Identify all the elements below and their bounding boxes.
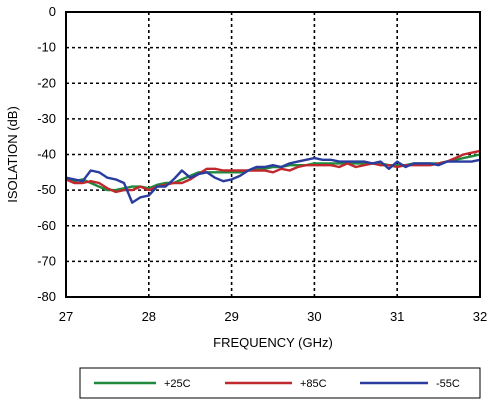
y-tick-label: -50 bbox=[37, 182, 56, 197]
x-tick-label: 32 bbox=[473, 309, 487, 324]
y-tick-label: 0 bbox=[49, 4, 56, 19]
y-tick-label: -70 bbox=[37, 253, 56, 268]
series-line-3 bbox=[65, 156, 481, 204]
y-tick-label: -40 bbox=[37, 147, 56, 162]
x-tick-label: 30 bbox=[307, 309, 321, 324]
x-tick-label: 31 bbox=[390, 309, 404, 324]
legend-label: +85C bbox=[300, 378, 327, 390]
x-tick-label: 27 bbox=[59, 309, 73, 324]
x-tick-label: 28 bbox=[142, 309, 156, 324]
y-axis-label: ISOLATION (dB) bbox=[5, 106, 20, 203]
grid-lines bbox=[66, 12, 480, 297]
y-tick-label: -60 bbox=[37, 218, 56, 233]
legend-label: +25C bbox=[164, 378, 191, 390]
y-tick-label: -20 bbox=[37, 75, 56, 90]
y-tick-label: -80 bbox=[37, 289, 56, 304]
x-tick-label: 29 bbox=[224, 309, 238, 324]
plot-frame bbox=[65, 11, 481, 298]
legend-label: -55C bbox=[436, 378, 460, 390]
y-tick-label: -30 bbox=[37, 111, 56, 126]
series-line-2 bbox=[65, 149, 481, 194]
series-layer bbox=[65, 149, 481, 204]
y-tick-label: -10 bbox=[37, 40, 56, 55]
x-axis-label: FREQUENCY (GHz) bbox=[213, 335, 333, 350]
legend: +25C +85C -55C bbox=[79, 367, 481, 399]
